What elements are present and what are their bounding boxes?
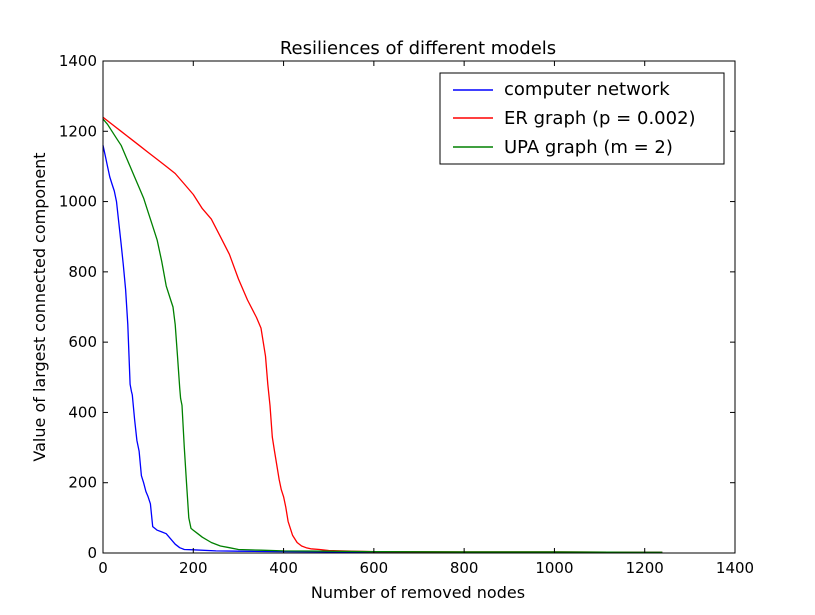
legend-label-upa-graph: UPA graph (m = 2)	[504, 137, 673, 158]
x-tick-label: 800	[450, 559, 479, 577]
x-axis-label: Number of removed nodes	[311, 583, 525, 602]
x-tick-label: 1000	[535, 559, 573, 577]
legend-label-er-graph: ER graph (p = 0.002)	[504, 108, 696, 129]
x-tick-label: 1200	[626, 559, 664, 577]
ticks-layer	[102, 60, 736, 554]
chart-title: Resiliences of different models	[280, 38, 556, 59]
y-axis-label: Value of largest connected component	[30, 152, 49, 461]
y-tick-label: 1200	[59, 122, 97, 140]
y-tick-label: 600	[68, 333, 97, 351]
x-tick-label: 1400	[716, 559, 754, 577]
plot-frame	[102, 60, 736, 554]
x-tick-label: 200	[179, 559, 208, 577]
x-tick-label: 0	[98, 559, 108, 577]
y-tick-label: 0	[87, 544, 97, 562]
y-tick-label: 1400	[59, 52, 97, 70]
x-tick-label: 600	[360, 559, 389, 577]
y-tick-label: 400	[68, 403, 97, 421]
y-tick-label: 200	[68, 474, 97, 492]
series-line-upa-graph-m-2	[102, 118, 663, 553]
tick-labels-layer: 0 200 400 600 800 1000 1200 1400 0 200 400 600 800 10…	[59, 52, 754, 577]
x-tick-label: 400	[269, 559, 298, 577]
legend-label-computer-network: computer network	[504, 79, 670, 100]
series-layer	[102, 116, 663, 553]
series-line-er-graph-p-0-002	[102, 116, 663, 553]
legend: computer network ER graph (p = 0.002) UP…	[439, 72, 725, 165]
y-tick-label: 800	[68, 263, 97, 281]
y-tick-label: 1000	[59, 193, 97, 211]
series-line-computer-network	[102, 145, 663, 553]
